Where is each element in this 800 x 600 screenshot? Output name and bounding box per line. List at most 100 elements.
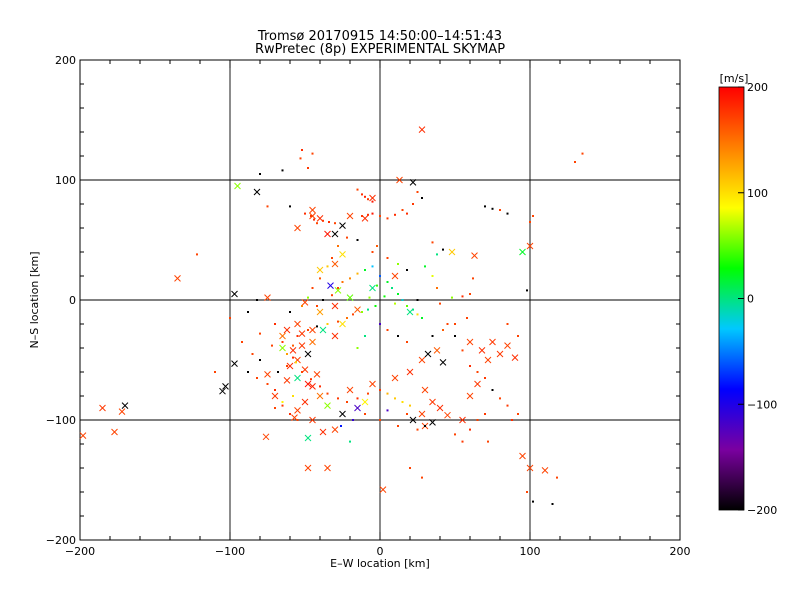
data-point-dot (401, 299, 404, 301)
data-point-cross (279, 332, 286, 340)
data-point-cross (339, 222, 346, 229)
data-point-cross (331, 260, 339, 268)
data-point-cross (444, 411, 451, 419)
data-point-dot (281, 169, 284, 172)
data-point-dot (394, 213, 396, 216)
data-point-dot (346, 317, 348, 319)
data-point-dot (371, 251, 374, 253)
data-point-cross (304, 464, 312, 472)
data-point-dot (346, 401, 348, 403)
data-point-dot (247, 371, 249, 373)
data-point-dot (406, 269, 408, 271)
colorbar-tick-label: −100 (747, 398, 777, 411)
data-point-dot (442, 248, 444, 251)
y-tick-label: 0 (69, 294, 76, 307)
data-point-cross (471, 252, 478, 259)
data-point-cross (346, 212, 354, 220)
data-point-cross (391, 272, 399, 280)
x-axis-label: E–W location [km] (330, 557, 430, 570)
data-point-dot (469, 428, 471, 431)
data-point-dot (416, 191, 419, 193)
data-point-dot (526, 289, 528, 292)
data-point-dot (394, 302, 396, 305)
data-point-dot (376, 245, 378, 247)
data-point-dot (574, 161, 576, 163)
data-point-dot (491, 207, 494, 210)
y-tick-label: 200 (55, 54, 76, 67)
data-point-dot (374, 305, 377, 307)
data-point-cross (526, 242, 534, 250)
data-point-cross (319, 326, 327, 334)
data-point-dot (364, 269, 366, 271)
data-point-dot (461, 295, 464, 298)
data-point-dot (412, 308, 414, 311)
data-point-dot (364, 413, 366, 415)
data-point-dot (436, 287, 438, 289)
data-point-dot (454, 335, 456, 337)
data-point-dot (259, 173, 261, 175)
data-point-dot (469, 293, 471, 295)
data-point-dot (313, 218, 315, 221)
data-point-dot (506, 212, 509, 215)
data-point-dot (274, 389, 276, 391)
data-point-dot (386, 392, 389, 395)
data-point-cross (304, 434, 312, 442)
data-point-cross (436, 404, 444, 412)
colorbar-ticks: −200 −100 0 100 200 (738, 81, 777, 517)
data-point-dot (454, 323, 456, 325)
data-point-dot (394, 397, 396, 400)
data-point-cross (354, 306, 361, 313)
data-point-cross (219, 387, 226, 395)
data-point-cross (429, 419, 436, 426)
data-point-dot (476, 371, 479, 373)
data-point-dot (341, 281, 344, 283)
data-point-dot (442, 329, 444, 331)
data-point-cross (264, 371, 271, 378)
data-point-dot (301, 149, 303, 151)
data-point-dot (346, 236, 348, 239)
data-point-dot (451, 296, 453, 299)
data-point-dot (331, 294, 333, 297)
colorbar-tick-label: 0 (747, 293, 754, 306)
data-point-dot (304, 212, 306, 215)
data-point-dot (511, 419, 513, 421)
data-point-dot (356, 272, 359, 275)
data-point-dot (328, 221, 330, 223)
data-point-cross (313, 371, 321, 378)
data-point-dot (349, 440, 351, 443)
y-tick-label: 100 (55, 174, 76, 187)
data-point-dot (266, 383, 269, 385)
colorbar: [m/s] −200 −100 0 100 200 (718, 72, 777, 517)
data-point-dot (322, 299, 324, 301)
data-point-cross (354, 404, 361, 412)
data-point-cross (429, 398, 436, 406)
data-point-dot (421, 317, 423, 319)
data-point-cross (396, 176, 403, 184)
data-point-dot (517, 335, 519, 337)
data-point-cross (294, 407, 301, 414)
data-point-dot (337, 397, 339, 400)
data-point-dot (292, 344, 294, 347)
data-point-dot (412, 203, 414, 205)
data-point-dot (529, 221, 531, 223)
data-point-cross (264, 294, 271, 301)
data-point-dot (431, 275, 434, 277)
data-point-cross (294, 320, 301, 328)
data-point-dot (469, 365, 471, 367)
data-point-cross (283, 326, 291, 334)
data-point-dot (367, 198, 369, 201)
data-point-dot (472, 277, 474, 280)
data-point-dot (368, 296, 371, 299)
data-point-dot (431, 335, 434, 337)
data-point-cross (421, 386, 429, 394)
y-tick-label: −200 (46, 534, 76, 547)
data-point-dot (397, 263, 399, 265)
data-point-dot (386, 281, 389, 283)
data-point-dot (289, 413, 291, 415)
data-point-cross (519, 452, 526, 460)
data-point-dot (331, 257, 333, 259)
data-point-dot (506, 323, 509, 325)
data-point-cross (339, 320, 346, 328)
data-point-cross (234, 182, 241, 190)
